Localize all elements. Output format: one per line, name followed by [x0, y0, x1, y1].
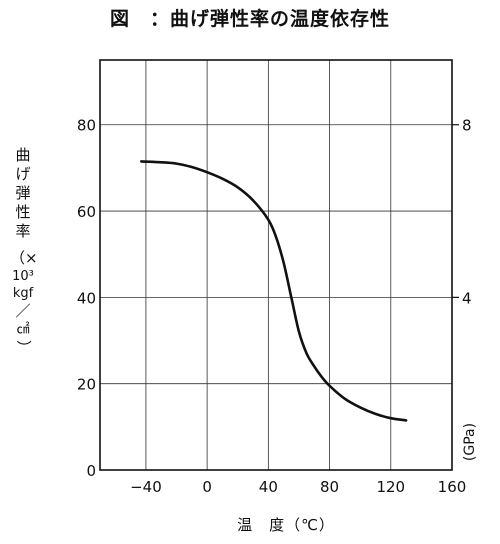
x-tick-label: 120: [376, 478, 405, 496]
plot-frame: [99, 59, 453, 471]
x-tick-label: 40: [259, 478, 278, 496]
y-tick-label: 60: [77, 203, 96, 221]
y-axis-label-char: 曲: [15, 146, 31, 164]
y2-tick-label: 4: [462, 289, 472, 307]
axis-ticks: −40 0 40 80 120 160 0 20 40 60 80 4 8: [77, 117, 472, 496]
series-layer: [140, 160, 408, 422]
y-axis-label-char: 率: [15, 222, 31, 240]
grid: [100, 60, 452, 470]
y-axis-label-char: 10³: [12, 269, 34, 284]
x-tick-label: 0: [202, 478, 212, 496]
y-axis-label-char: 性: [15, 203, 31, 221]
y-tick-label: 40: [77, 289, 96, 307]
y-axis-label-char: kgf: [12, 286, 34, 301]
y-axis-label-char: 弾: [15, 184, 31, 202]
y-axis-label: 曲 げ 弾 性 率 （× 10³ kgf ／ ㎠ ）: [10, 146, 38, 357]
y-tick-label: 80: [77, 117, 96, 135]
y-axis-label-char: ㎠: [16, 322, 30, 337]
x-axis-label: 温 度（℃）: [237, 516, 335, 534]
x-tick-label: 160: [438, 478, 467, 496]
y2-axis-label: (GPa): [462, 423, 478, 461]
y-tick-label: 20: [77, 376, 96, 394]
y-axis-label-char: ／: [15, 302, 31, 320]
chart-title: 図 ：曲げ弾性率の温度依存性: [109, 8, 390, 30]
y-axis-label-char: げ: [15, 165, 31, 183]
y2-tick-label: 8: [462, 117, 472, 135]
y-axis-label-char: （×: [10, 249, 38, 267]
x-tick-label: 80: [320, 478, 339, 496]
y-tick-label: 0: [86, 462, 96, 480]
x-tick-label: −40: [130, 478, 162, 496]
series-line: [140, 160, 408, 422]
